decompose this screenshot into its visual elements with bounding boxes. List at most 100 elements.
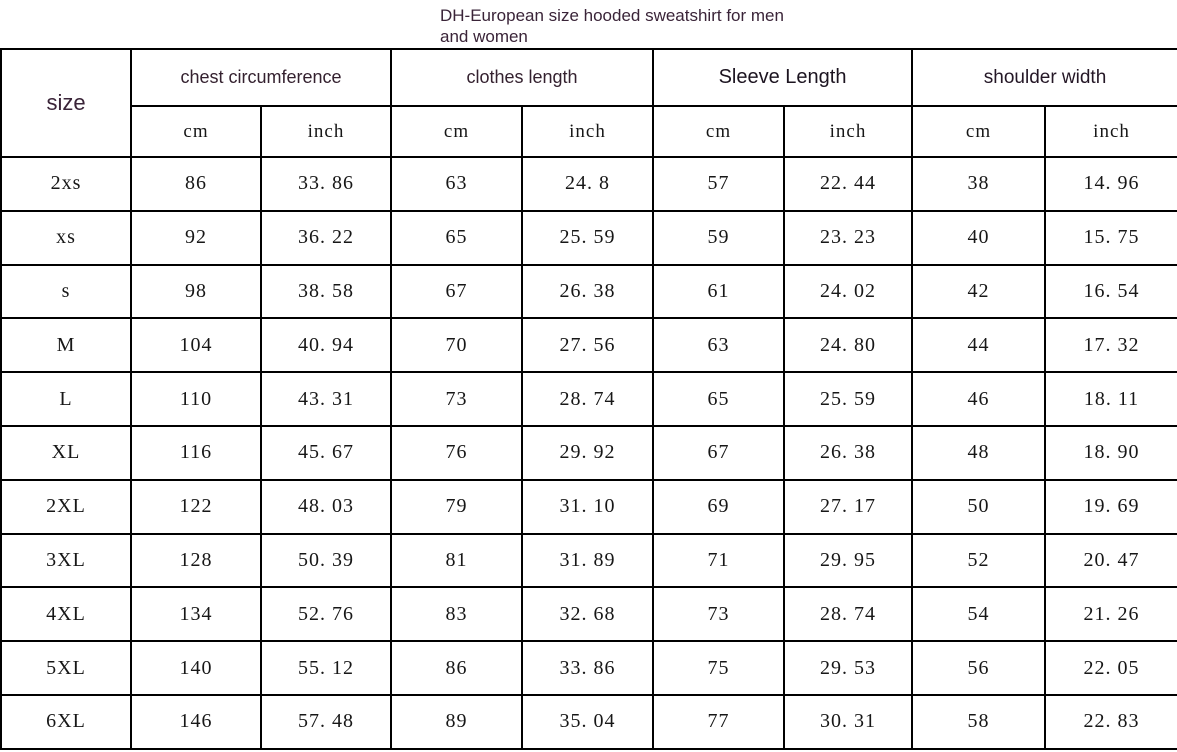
measurement-cell: 98 bbox=[130, 263, 262, 320]
measurement-cell: 29. 95 bbox=[783, 532, 914, 589]
measurement-cell: 25. 59 bbox=[520, 209, 655, 266]
column-header-sleeve-length: Sleeve Length bbox=[652, 48, 914, 107]
unit-header-sleeve-cm: cm bbox=[652, 105, 786, 158]
measurement-cell: 26. 38 bbox=[520, 263, 655, 320]
measurement-cell: 73 bbox=[652, 586, 786, 643]
measurement-cell: 28. 74 bbox=[783, 586, 914, 643]
header-group-row: size chest circumference clothes length … bbox=[0, 48, 1177, 158]
size-cell: XL bbox=[0, 424, 132, 481]
table-row-4XL: 4XL 134 52. 76 83 32. 68 73 28. 74 54 21. 26 bbox=[0, 586, 1177, 643]
page-title: DH-European size hooded sweatshirt for m… bbox=[0, 0, 1177, 48]
column-header-clothes-length: clothes length bbox=[389, 48, 655, 107]
size-chart-table: size chest circumference clothes length … bbox=[0, 48, 1177, 750]
measurement-cell: 67 bbox=[390, 263, 523, 320]
measurement-cell: 67 bbox=[652, 424, 786, 481]
measurement-cell: 59 bbox=[652, 209, 786, 266]
unit-header-chest-inch: inch bbox=[260, 105, 392, 158]
measurement-cell: 83 bbox=[390, 586, 523, 643]
measurement-cell: 18. 90 bbox=[1044, 424, 1177, 481]
table-row-s: s 98 38. 58 67 26. 38 61 24. 02 42 16. 54 bbox=[0, 263, 1177, 320]
size-cell: 2xs bbox=[0, 156, 132, 212]
measurement-cell: 31. 10 bbox=[520, 478, 655, 535]
measurement-cell: 43. 31 bbox=[260, 371, 392, 427]
measurement-cell: 20. 47 bbox=[1044, 532, 1177, 589]
measurement-cell: 50 bbox=[911, 478, 1047, 535]
measurement-cell: 146 bbox=[130, 693, 262, 750]
measurement-cell: 16. 54 bbox=[1044, 263, 1177, 320]
measurement-cell: 140 bbox=[130, 640, 262, 696]
table-row-xs: xs 92 36. 22 65 25. 59 59 23. 23 40 15. 75 bbox=[0, 209, 1177, 266]
measurement-cell: 29. 92 bbox=[520, 424, 655, 481]
measurement-cell: 22. 83 bbox=[1044, 693, 1177, 750]
measurement-cell: 28. 74 bbox=[520, 371, 655, 427]
table-row-M: M 104 40. 94 70 27. 56 63 24. 80 44 17. 32 bbox=[0, 317, 1177, 374]
page-title-line1: DH-European size hooded sweatshirt for m… bbox=[440, 6, 784, 25]
unit-header-chest-cm: cm bbox=[130, 105, 262, 158]
measurement-cell: 70 bbox=[390, 317, 523, 374]
measurement-cell: 35. 04 bbox=[520, 693, 655, 750]
size-cell: 5XL bbox=[0, 640, 132, 696]
measurement-cell: 40 bbox=[911, 209, 1047, 266]
measurement-cell: 30. 31 bbox=[783, 693, 914, 750]
unit-header-shoulder-inch: inch bbox=[1044, 105, 1177, 158]
table-row-L: L 110 43. 31 73 28. 74 65 25. 59 46 18. 11 bbox=[0, 371, 1177, 427]
measurement-cell: 86 bbox=[390, 640, 523, 696]
measurement-cell: 65 bbox=[390, 209, 523, 266]
measurement-cell: 24. 80 bbox=[783, 317, 914, 374]
measurement-cell: 54 bbox=[911, 586, 1047, 643]
column-header-chest-circumference: chest circumference bbox=[130, 48, 392, 107]
measurement-cell: 21. 26 bbox=[1044, 586, 1177, 643]
table-row-3XL: 3XL 128 50. 39 81 31. 89 71 29. 95 52 20. 47 bbox=[0, 532, 1177, 589]
measurement-cell: 55. 12 bbox=[260, 640, 392, 696]
measurement-cell: 69 bbox=[652, 478, 786, 535]
measurement-cell: 26. 38 bbox=[783, 424, 914, 481]
measurement-cell: 36. 22 bbox=[260, 209, 392, 266]
measurement-cell: 40. 94 bbox=[260, 317, 392, 374]
measurement-cell: 92 bbox=[130, 209, 262, 266]
measurement-cell: 24. 8 bbox=[520, 156, 655, 212]
measurement-cell: 24. 02 bbox=[783, 263, 914, 320]
measurement-cell: 104 bbox=[130, 317, 262, 374]
measurement-cell: 116 bbox=[130, 424, 262, 481]
measurement-cell: 128 bbox=[130, 532, 262, 589]
measurement-cell: 89 bbox=[390, 693, 523, 750]
measurement-cell: 57. 48 bbox=[260, 693, 392, 750]
table-row-2XL: 2XL 122 48. 03 79 31. 10 69 27. 17 50 19. 69 bbox=[0, 478, 1177, 535]
measurement-cell: 79 bbox=[390, 478, 523, 535]
measurement-cell: 52. 76 bbox=[260, 586, 392, 643]
size-cell: 6XL bbox=[0, 693, 132, 750]
measurement-cell: 75 bbox=[652, 640, 786, 696]
page-title-line2: and women bbox=[440, 27, 528, 46]
measurement-cell: 56 bbox=[911, 640, 1047, 696]
measurement-cell: 33. 86 bbox=[260, 156, 392, 212]
measurement-cell: 73 bbox=[390, 371, 523, 427]
measurement-cell: 38. 58 bbox=[260, 263, 392, 320]
measurement-cell: 76 bbox=[390, 424, 523, 481]
measurement-cell: 52 bbox=[911, 532, 1047, 589]
measurement-cell: 18. 11 bbox=[1044, 371, 1177, 427]
measurement-cell: 22. 05 bbox=[1044, 640, 1177, 696]
size-cell: s bbox=[0, 263, 132, 320]
measurement-cell: 29. 53 bbox=[783, 640, 914, 696]
measurement-cell: 14. 96 bbox=[1044, 156, 1177, 212]
measurement-cell: 17. 32 bbox=[1044, 317, 1177, 374]
size-cell: 2XL bbox=[0, 478, 132, 535]
column-header-size: size bbox=[0, 48, 132, 158]
measurement-cell: 86 bbox=[130, 156, 262, 212]
measurement-cell: 45. 67 bbox=[260, 424, 392, 481]
measurement-cell: 63 bbox=[652, 317, 786, 374]
measurement-cell: 25. 59 bbox=[783, 371, 914, 427]
measurement-cell: 77 bbox=[652, 693, 786, 750]
table-row-2xs: 2xs 86 33. 86 63 24. 8 57 22. 44 38 14. 96 bbox=[0, 156, 1177, 212]
measurement-cell: 23. 23 bbox=[783, 209, 914, 266]
measurement-cell: 134 bbox=[130, 586, 262, 643]
measurement-cell: 48. 03 bbox=[260, 478, 392, 535]
size-cell: M bbox=[0, 317, 132, 374]
table-row-6XL: 6XL 146 57. 48 89 35. 04 77 30. 31 58 22. 83 bbox=[0, 693, 1177, 750]
measurement-cell: 27. 56 bbox=[520, 317, 655, 374]
measurement-cell: 32. 68 bbox=[520, 586, 655, 643]
measurement-cell: 42 bbox=[911, 263, 1047, 320]
measurement-cell: 57 bbox=[652, 156, 786, 212]
size-chart-body: 2xs 86 33. 86 63 24. 8 57 22. 44 38 14. 96 xs 92 36… bbox=[0, 156, 1177, 750]
measurement-cell: 46 bbox=[911, 371, 1047, 427]
